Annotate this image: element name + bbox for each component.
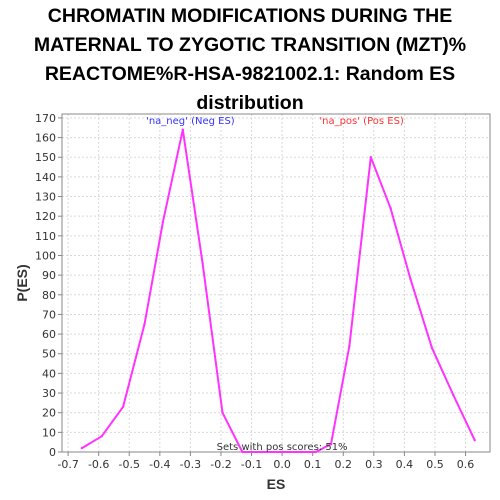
es-data-point: [100, 435, 103, 438]
es-data-point: [280, 450, 284, 454]
x-tick-label: -0.6: [88, 458, 109, 471]
es-distribution-line: [81, 128, 476, 453]
es-data-point: [348, 344, 351, 348]
y-tick-label: 70: [42, 308, 56, 321]
es-data-point: [261, 450, 264, 454]
x-tick-label: 0.3: [365, 458, 383, 471]
y-tick-label: 130: [35, 191, 56, 204]
x-tick-label: -0.1: [241, 458, 262, 471]
es-data-point: [389, 207, 392, 210]
y-tick-label: 20: [42, 407, 56, 420]
grid-layer: [62, 114, 490, 452]
x-tick-label: 0.4: [396, 458, 414, 471]
y-tick-label: 50: [42, 348, 56, 361]
annotation-pos-score-share: Sets with pos scores: 51%: [217, 442, 348, 453]
x-tick-label: -0.4: [149, 458, 170, 471]
es-data-point: [221, 411, 224, 414]
chart-title: CHROMATIN MODIFICATIONS DURING THE MATER…: [0, 2, 500, 118]
ticks-layer: 0 10 20 30 40 50 60 70 80 90 100 110 120 130 140 150 160…: [35, 112, 474, 471]
es-data-point: [121, 405, 125, 409]
x-tick-label: -0.3: [180, 458, 201, 471]
annotation-layer: 'na_neg' (Neg ES) 'na_pos' (Pos ES) Sets w…: [146, 116, 404, 453]
es-data-point: [409, 277, 412, 281]
es-data-point: [161, 220, 165, 224]
chart-title-line-2: MATERNAL TO ZYGOTIC TRANSITION (MZT)%: [33, 34, 467, 56]
chart-title-line-1: CHROMATIN MODIFICATIONS DURING THE: [47, 5, 453, 27]
y-tick-label: 100: [35, 249, 56, 262]
annotation-pos: 'na_pos' (Pos ES): [319, 116, 404, 127]
es-data-point: [143, 323, 146, 326]
chart-title-line-4: distribution: [196, 92, 304, 114]
x-tick-label: -0.5: [119, 458, 140, 471]
x-tick-label: 0.0: [273, 458, 291, 471]
es-data-point: [452, 393, 455, 397]
es-data-point: [369, 156, 372, 159]
es-data-point: [201, 262, 204, 265]
x-tick-label: 0.1: [304, 458, 322, 471]
annotation-neg: 'na_neg' (Neg ES): [146, 116, 235, 127]
chart-title-line-3: REACTOME%R-HSA-9821002.1: Random ES: [44, 63, 456, 85]
y-tick-label: 60: [42, 328, 56, 341]
plot-frame: [61, 113, 491, 453]
x-tick-label: 0.5: [426, 458, 444, 471]
series-layer: [80, 128, 476, 454]
es-data-point: [80, 446, 84, 450]
es-data-point: [300, 450, 304, 454]
y-tick-label: 120: [35, 210, 56, 223]
es-data-point: [473, 439, 476, 442]
y-tick-label: 170: [35, 112, 56, 125]
y-tick-label: 150: [35, 151, 56, 164]
x-tick-label: -0.7: [57, 458, 78, 471]
y-tick-label: 10: [42, 426, 56, 439]
x-tick-label: 0.2: [335, 458, 353, 471]
y-tick-label: 90: [42, 269, 56, 282]
es-data-point: [181, 128, 184, 131]
y-tick-label: 80: [42, 289, 56, 302]
es-data-point: [329, 442, 333, 446]
es-data-point: [314, 450, 317, 454]
y-tick-label: 0: [49, 446, 56, 459]
es-data-point: [430, 346, 434, 350]
x-axis-label: ES: [267, 476, 286, 492]
y-tick-label: 110: [35, 230, 56, 243]
y-tick-label: 30: [42, 387, 56, 400]
y-tick-label: 140: [35, 171, 56, 184]
y-axis-label: P(ES): [14, 264, 30, 301]
y-tick-label: 40: [42, 367, 56, 380]
x-tick-label: 0.6: [457, 458, 475, 471]
es-data-point: [241, 450, 244, 454]
y-tick-label: 160: [35, 132, 56, 145]
x-tick-label: -0.2: [210, 458, 231, 471]
